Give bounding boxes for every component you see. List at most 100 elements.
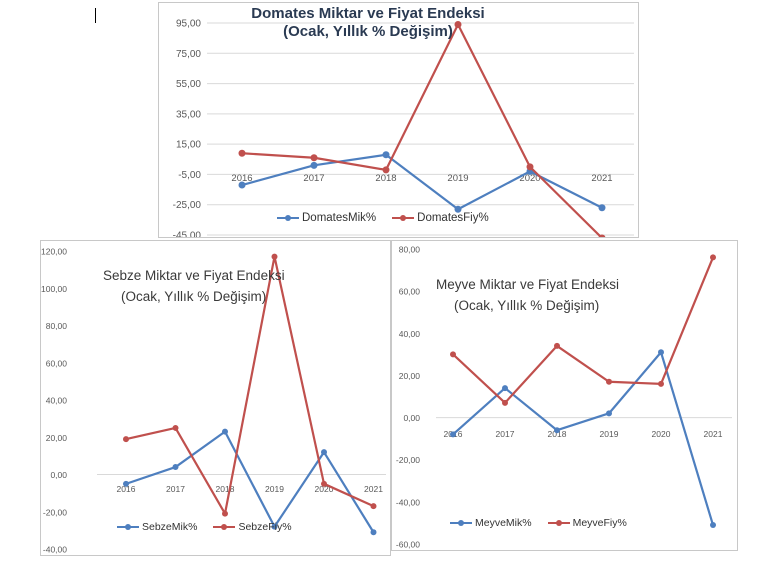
legend-label: SebzeFiy% [238,521,292,533]
y-tick-label: 95,00 [176,19,201,30]
data-point [606,410,612,417]
data-point [710,522,716,529]
chart-title-line-2: (Ocak, Yıllık % Değişim) [454,298,600,313]
data-point [450,351,456,358]
legend-label: MeyveMik% [475,517,532,529]
legend-swatch [450,518,472,528]
data-point [321,449,327,456]
x-tick-label: 2021 [591,173,612,184]
x-tick-label: 2019 [265,484,284,494]
legend-swatch [213,522,236,532]
data-point [238,181,246,189]
data-point [172,464,179,471]
y-tick-label: 15,00 [176,140,201,151]
data-point [172,424,179,431]
legend-label: DomatesMik% [302,212,377,224]
y-tick-label: 75,00 [176,49,201,60]
series-line-2 [125,255,374,515]
data-point [658,380,664,387]
y-tick-label: 60,00 [399,287,421,297]
legend-label: DomatesFiy% [417,212,489,224]
x-tick-label: 2016 [231,173,252,184]
y-tick-label: -20,00 [396,455,420,465]
y-tick-label: 80,00 [46,321,68,331]
series-line-2 [241,23,603,237]
legend-item-sebzemik: SebzeMik% [117,521,197,533]
y-tick-label: -40,00 [43,545,67,555]
legend-swatch [547,518,570,528]
data-point [123,480,129,487]
legend-swatch [277,213,299,223]
x-tick-label: 2020 [652,429,671,439]
x-tick-label: 2018 [548,429,567,439]
y-tick-label: 80,00 [399,245,421,255]
data-point [502,399,508,406]
data-point [238,149,246,157]
data-point [123,436,129,443]
data-point [454,205,462,213]
legend-swatch [117,522,139,532]
chart-legend: SebzeMik% SebzeFiy% [117,521,292,533]
y-tick-label: 100,00 [41,284,67,294]
data-point [710,254,716,261]
y-tick-label: 60,00 [46,358,68,368]
legend-item-domatesmik: DomatesMik% [277,212,376,224]
data-point [310,161,318,169]
y-tick-label: -40,00 [396,497,420,507]
data-point [454,21,462,29]
chart-title: Meyve Miktar ve Fiyat Endeksi (Ocak, Yıl… [436,274,619,316]
data-point [526,163,534,171]
y-tick-label: -5,00 [178,170,201,181]
domates-chart: 95,00 75,00 55,00 35,00 15,00 -5,00 -25,00 -45,… [158,2,639,238]
y-tick-label: -45,00 [173,231,202,239]
x-tick-label: 2019 [447,173,468,184]
y-tick-label: 20,00 [46,433,68,443]
x-tick-label: 2017 [166,484,185,494]
chart-title-line-1: Sebze Miktar ve Fiyat Endeksi [103,268,285,283]
meyve-chart: 80,00 60,00 40,00 20,00 0,00 -20,00 -40,00 -60,… [391,240,738,551]
chart-title-line-1: Meyve Miktar ve Fiyat Endeksi [436,277,620,292]
series-line-1 [452,351,715,526]
legend-item-sebzefiy: SebzeFiy% [213,521,292,533]
data-point [370,529,377,536]
legend-item-meyvefiy: MeyveFiy% [547,517,627,529]
y-tick-label: 40,00 [399,329,421,339]
legend-item-domatesfiy: DomatesFiy% [392,212,489,224]
meyve-chart-plot: 80,00 60,00 40,00 20,00 0,00 -20,00 -40,00 -60,… [396,245,732,550]
legend-item-meyvemik: MeyveMik% [450,517,532,529]
x-tick-label: 2021 [364,484,383,494]
y-tick-label: 35,00 [176,109,201,120]
y-tick-label: -20,00 [43,507,67,517]
chart-title-line-2: (Ocak, Yıllık % Değişim) [121,289,267,304]
chart-title: Sebze Miktar ve Fiyat Endeksi (Ocak, Yıl… [103,265,285,307]
y-tick-label: -25,00 [173,200,202,211]
y-tick-label: 120,00 [41,247,67,257]
y-tick-label: 55,00 [176,79,201,90]
legend-swatch [392,213,415,223]
chart-legend: MeyveMik% MeyveFiy% [450,517,627,529]
x-tick-label: 2020 [519,173,540,184]
data-point [658,349,664,356]
x-tick-label: 2021 [704,429,723,439]
data-point [222,428,228,435]
x-tick-label: 2016 [117,484,136,494]
x-tick-label: 2019 [600,429,619,439]
series-line-2 [452,257,715,404]
data-point [321,480,327,487]
chart-title: Domates Miktar ve Fiyat Endeksi (Ocak, Y… [203,5,533,41]
y-tick-label: 40,00 [46,396,68,406]
x-tick-label: 2018 [216,484,235,494]
data-point [370,503,377,510]
data-point [222,510,228,517]
data-point [450,431,456,438]
chart-title-line-1: Domates Miktar ve Fiyat Endeksi [251,5,485,22]
data-point [502,385,508,392]
y-tick-label: 0,00 [50,470,67,480]
domates-chart-plot: 95,00 75,00 55,00 35,00 15,00 -5,00 -25,00 -45,… [173,19,634,239]
y-tick-label: 0,00 [403,413,420,423]
sebze-chart: 120,00 100,00 80,00 60,00 40,00 20,00 0,00 -20,… [40,240,391,556]
data-point [271,523,278,530]
chart-title-line-2: (Ocak, Yıllık % Değişim) [283,23,453,40]
data-point [554,427,560,434]
x-tick-label: 2020 [315,484,334,494]
